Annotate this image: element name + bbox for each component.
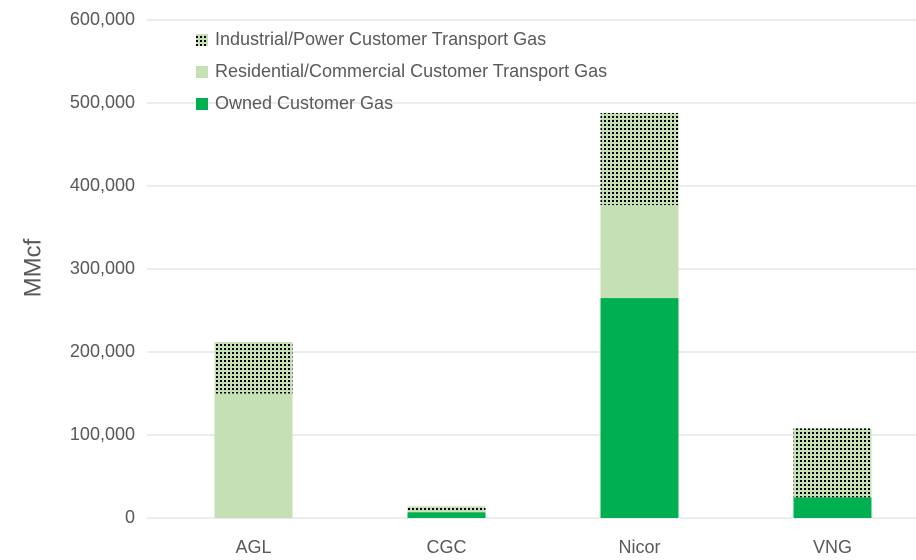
bar-segment — [214, 342, 293, 394]
legend-label: Industrial/Power Customer Transport Gas — [215, 29, 546, 49]
y-tick-label: 200,000 — [70, 341, 135, 361]
y-axis-label: MMcf — [19, 238, 46, 297]
legend-swatch — [196, 98, 208, 110]
bar-segment — [407, 512, 486, 518]
x-tick-label: CGC — [427, 537, 467, 557]
y-tick-label: 100,000 — [70, 424, 135, 444]
bar-segment — [407, 506, 486, 512]
x-tick-label: Nicor — [618, 537, 660, 557]
bar-segment — [407, 511, 486, 513]
bar-segment — [793, 497, 872, 518]
y-tick-label: 0 — [125, 507, 135, 527]
legend-label: Residential/Commercial Customer Transpor… — [215, 61, 607, 81]
legend-swatch — [196, 66, 208, 78]
x-tick-label: AGL — [235, 537, 271, 557]
bar-segment — [600, 112, 679, 206]
y-tick-label: 400,000 — [70, 175, 135, 195]
legend-swatch — [196, 34, 208, 46]
x-tick-label: VNG — [813, 537, 852, 557]
bar-segment — [214, 393, 293, 518]
bar-segment — [600, 298, 679, 518]
bar-segment — [600, 205, 679, 299]
y-tick-label: 600,000 — [70, 9, 135, 29]
y-tick-label: 300,000 — [70, 258, 135, 278]
bar-segment — [793, 428, 872, 498]
legend-label: Owned Customer Gas — [215, 93, 393, 113]
y-tick-label: 500,000 — [70, 92, 135, 112]
